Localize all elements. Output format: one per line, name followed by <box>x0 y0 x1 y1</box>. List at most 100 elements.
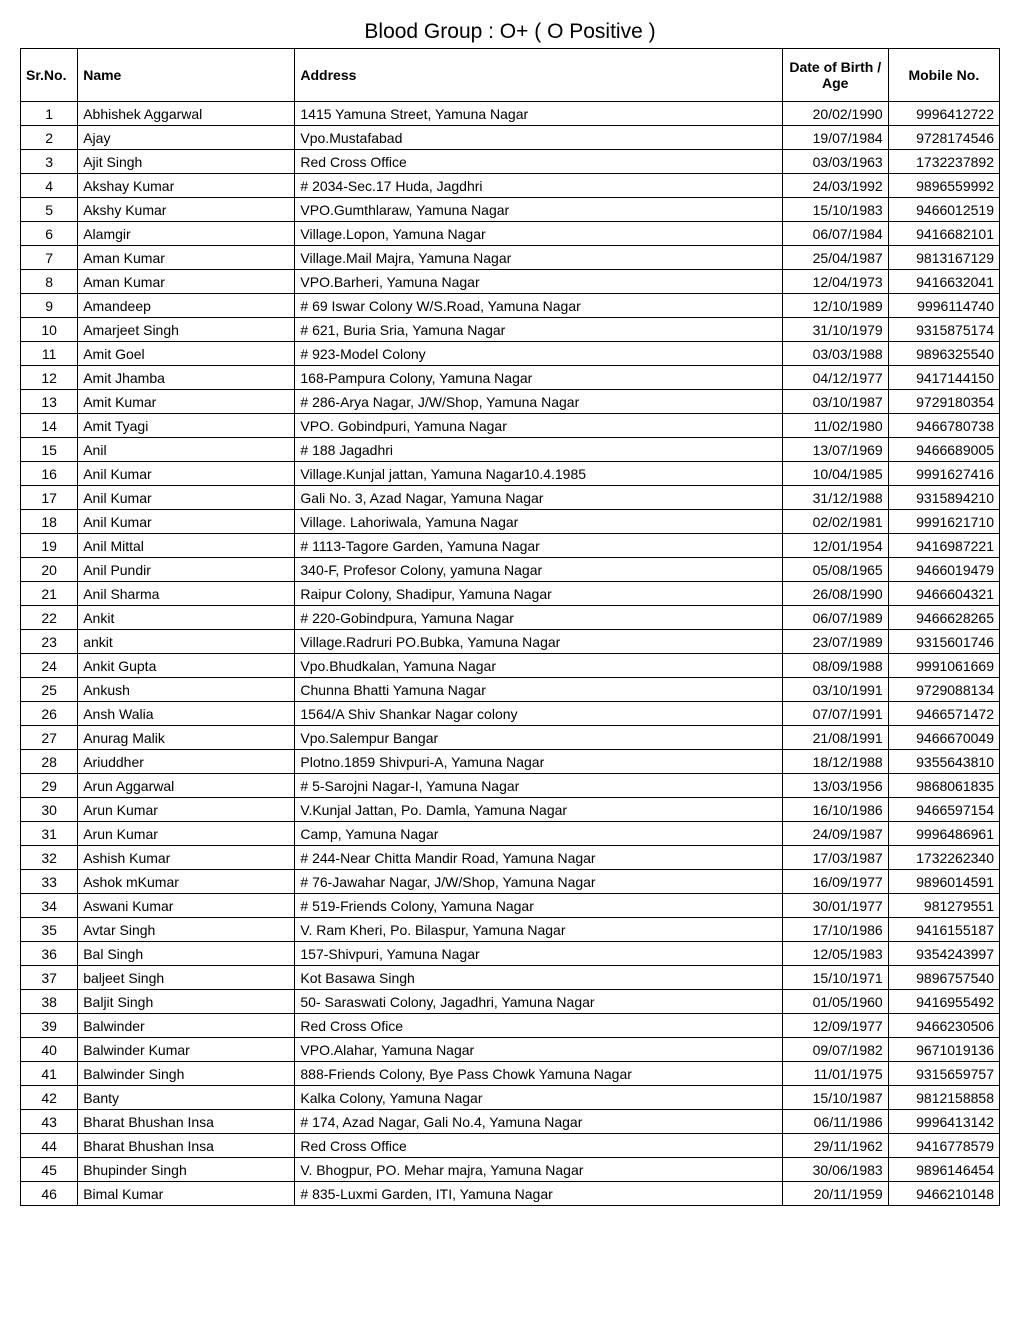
cell-name: Abhishek Aggarwal <box>78 102 295 126</box>
cell-srno: 17 <box>21 486 78 510</box>
table-row: 15Anil# 188 Jagadhri13/07/19699466689005 <box>21 438 1000 462</box>
table-row: 32Ashish Kumar# 244-Near Chitta Mandir R… <box>21 846 1000 870</box>
cell-address: Vpo.Bhudkalan, Yamuna Nagar <box>295 654 782 678</box>
cell-address: Red Cross Ofice <box>295 1014 782 1038</box>
cell-mobile: 9466597154 <box>888 798 999 822</box>
cell-address: Kot Basawa Singh <box>295 966 782 990</box>
cell-srno: 15 <box>21 438 78 462</box>
cell-address: # 244-Near Chitta Mandir Road, Yamuna Na… <box>295 846 782 870</box>
cell-name: Bimal Kumar <box>78 1182 295 1206</box>
cell-mobile: 9466780738 <box>888 414 999 438</box>
cell-name: Ansh Walia <box>78 702 295 726</box>
cell-address: # 923-Model Colony <box>295 342 782 366</box>
cell-srno: 12 <box>21 366 78 390</box>
cell-mobile: 9315894210 <box>888 486 999 510</box>
cell-address: # 2034-Sec.17 Huda, Jagdhri <box>295 174 782 198</box>
table-row: 31Arun KumarCamp, Yamuna Nagar24/09/1987… <box>21 822 1000 846</box>
cell-dob: 10/04/1985 <box>782 462 888 486</box>
cell-srno: 4 <box>21 174 78 198</box>
table-row: 27Anurag MalikVpo.Salempur Bangar21/08/1… <box>21 726 1000 750</box>
header-mobile: Mobile No. <box>888 49 999 102</box>
cell-address: V. Bhogpur, PO. Mehar majra, Yamuna Naga… <box>295 1158 782 1182</box>
page-title: Blood Group : O+ ( O Positive ) <box>20 20 1000 44</box>
cell-address: # 835-Luxmi Garden, ITI, Yamuna Nagar <box>295 1182 782 1206</box>
cell-name: Amit Goel <box>78 342 295 366</box>
cell-mobile: 9991627416 <box>888 462 999 486</box>
table-row: 8Aman KumarVPO.Barheri, Yamuna Nagar12/0… <box>21 270 1000 294</box>
cell-address: VPO.Alahar, Yamuna Nagar <box>295 1038 782 1062</box>
table-row: 19Anil Mittal# 1113-Tagore Garden, Yamun… <box>21 534 1000 558</box>
cell-dob: 06/07/1989 <box>782 606 888 630</box>
cell-dob: 12/05/1983 <box>782 942 888 966</box>
table-row: 37baljeet SinghKot Basawa Singh15/10/197… <box>21 966 1000 990</box>
table-row: 4Akshay Kumar# 2034-Sec.17 Huda, Jagdhri… <box>21 174 1000 198</box>
cell-name: Ankit Gupta <box>78 654 295 678</box>
cell-mobile: 9416778579 <box>888 1134 999 1158</box>
cell-address: Gali No. 3, Azad Nagar, Yamuna Nagar <box>295 486 782 510</box>
cell-address: Vpo.Mustafabad <box>295 126 782 150</box>
cell-address: Village.Mail Majra, Yamuna Nagar <box>295 246 782 270</box>
cell-address: 157-Shivpuri, Yamuna Nagar <box>295 942 782 966</box>
table-row: 21Anil SharmaRaipur Colony, Shadipur, Ya… <box>21 582 1000 606</box>
cell-srno: 14 <box>21 414 78 438</box>
cell-srno: 22 <box>21 606 78 630</box>
cell-address: 340-F, Profesor Colony, yamuna Nagar <box>295 558 782 582</box>
table-row: 13Amit Kumar# 286-Arya Nagar, J/W/Shop, … <box>21 390 1000 414</box>
cell-mobile: 9996412722 <box>888 102 999 126</box>
cell-mobile: 9416955492 <box>888 990 999 1014</box>
cell-address: Plotno.1859 Shivpuri-A, Yamuna Nagar <box>295 750 782 774</box>
cell-name: Aman Kumar <box>78 246 295 270</box>
cell-srno: 7 <box>21 246 78 270</box>
cell-address: Red Cross Office <box>295 150 782 174</box>
table-row: 34Aswani Kumar# 519-Friends Colony, Yamu… <box>21 894 1000 918</box>
cell-address: Chunna Bhatti Yamuna Nagar <box>295 678 782 702</box>
cell-dob: 30/06/1983 <box>782 1158 888 1182</box>
cell-dob: 12/01/1954 <box>782 534 888 558</box>
cell-mobile: 9813167129 <box>888 246 999 270</box>
cell-dob: 06/11/1986 <box>782 1110 888 1134</box>
cell-address: # 76-Jawahar Nagar, J/W/Shop, Yamuna Nag… <box>295 870 782 894</box>
cell-mobile: 9315601746 <box>888 630 999 654</box>
cell-dob: 20/11/1959 <box>782 1182 888 1206</box>
cell-name: Bal Singh <box>78 942 295 966</box>
cell-name: Amit Kumar <box>78 390 295 414</box>
cell-srno: 25 <box>21 678 78 702</box>
cell-address: # 1113-Tagore Garden, Yamuna Nagar <box>295 534 782 558</box>
table-row: 16Anil KumarVillage.Kunjal jattan, Yamun… <box>21 462 1000 486</box>
cell-dob: 17/10/1986 <box>782 918 888 942</box>
cell-srno: 10 <box>21 318 78 342</box>
table-row: 29Arun Aggarwal# 5-Sarojni Nagar-I, Yamu… <box>21 774 1000 798</box>
cell-srno: 27 <box>21 726 78 750</box>
cell-address: # 69 Iswar Colony W/S.Road, Yamuna Nagar <box>295 294 782 318</box>
cell-address: Kalka Colony, Yamuna Nagar <box>295 1086 782 1110</box>
cell-name: Akshy Kumar <box>78 198 295 222</box>
cell-name: Ariuddher <box>78 750 295 774</box>
cell-srno: 3 <box>21 150 78 174</box>
cell-dob: 12/04/1973 <box>782 270 888 294</box>
cell-name: Ashish Kumar <box>78 846 295 870</box>
cell-dob: 21/08/1991 <box>782 726 888 750</box>
cell-dob: 13/03/1956 <box>782 774 888 798</box>
cell-dob: 02/02/1981 <box>782 510 888 534</box>
cell-name: Amit Tyagi <box>78 414 295 438</box>
cell-name: Anil <box>78 438 295 462</box>
cell-srno: 46 <box>21 1182 78 1206</box>
table-row: 23ankitVillage.Radruri PO.Bubka, Yamuna … <box>21 630 1000 654</box>
cell-name: Bharat Bhushan Insa <box>78 1110 295 1134</box>
cell-dob: 23/07/1989 <box>782 630 888 654</box>
cell-srno: 34 <box>21 894 78 918</box>
cell-address: # 220-Gobindpura, Yamuna Nagar <box>295 606 782 630</box>
cell-name: Avtar Singh <box>78 918 295 942</box>
cell-srno: 9 <box>21 294 78 318</box>
cell-name: Anil Mittal <box>78 534 295 558</box>
cell-srno: 21 <box>21 582 78 606</box>
cell-srno: 31 <box>21 822 78 846</box>
table-row: 26Ansh Walia1564/A Shiv Shankar Nagar co… <box>21 702 1000 726</box>
cell-srno: 36 <box>21 942 78 966</box>
table-row: 18Anil KumarVillage. Lahoriwala, Yamuna … <box>21 510 1000 534</box>
cell-mobile: 9466604321 <box>888 582 999 606</box>
cell-address: 50- Saraswati Colony, Jagadhri, Yamuna N… <box>295 990 782 1014</box>
cell-name: Amandeep <box>78 294 295 318</box>
cell-mobile: 9466012519 <box>888 198 999 222</box>
cell-name: Arun Kumar <box>78 822 295 846</box>
